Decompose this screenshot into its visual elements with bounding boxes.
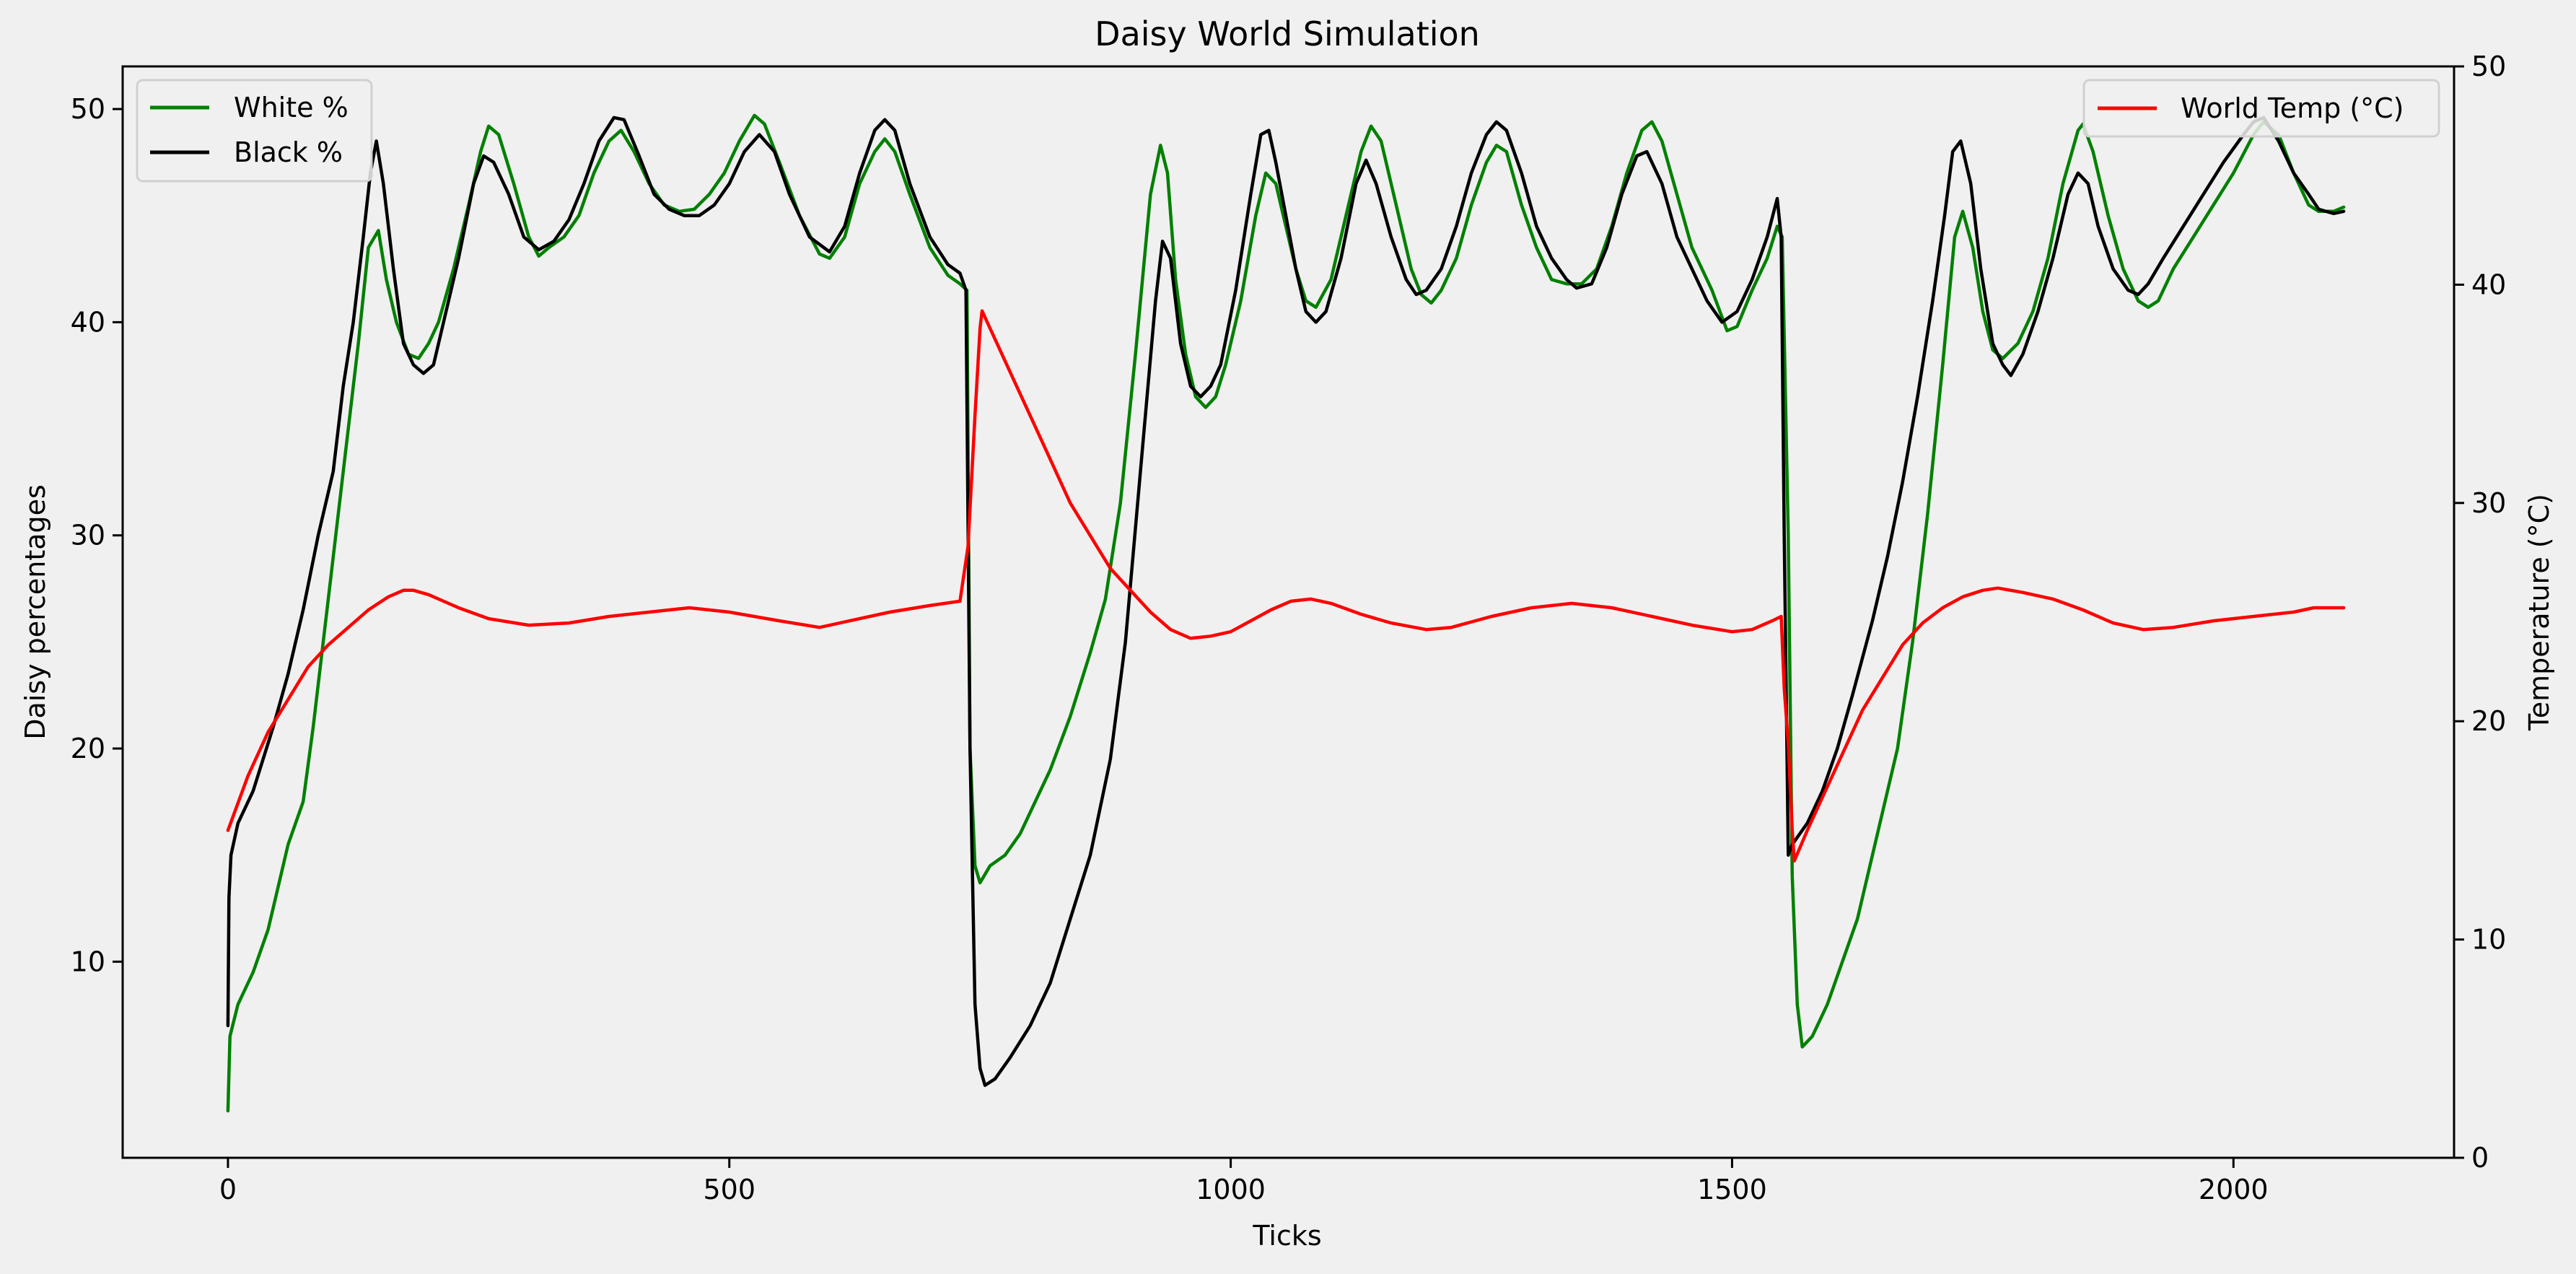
plot-frame (121, 65, 2455, 1159)
legend-label-white: White % (234, 92, 349, 123)
series-line-temperature (226, 309, 2346, 863)
legend-label-black: Black % (234, 136, 343, 168)
legend-right: World Temp (°C) (2082, 79, 2440, 138)
y-tick-label-left: 10 (71, 946, 105, 977)
y-axis-left: 10 20 30 40 50 (71, 93, 123, 977)
y-tick-label-left: 50 (71, 93, 105, 125)
x-axis-label: Ticks (1252, 1220, 1321, 1252)
x-tick-label: 1000 (1196, 1174, 1266, 1205)
y-tick-label-right: 10 (2471, 924, 2506, 956)
y-tick-label-right: 0 (2471, 1142, 2489, 1174)
y-tick-label-left: 40 (71, 306, 105, 338)
y-tick-label-left: 30 (71, 520, 105, 551)
x-tick-label: 0 (219, 1174, 237, 1205)
legend-left: White % Black % (136, 79, 373, 183)
y-tick-label-left: 20 (71, 733, 105, 764)
series-line-black (226, 115, 2346, 1087)
series-line-white (226, 113, 2346, 1113)
legend-right-box (2082, 79, 2440, 138)
legend-label-temp: World Temp (°C) (2181, 92, 2404, 124)
y-tick-label-right: 50 (2471, 51, 2506, 82)
x-tick-label: 2000 (2199, 1174, 2269, 1205)
x-tick-label: 500 (703, 1174, 755, 1205)
plot-area (226, 113, 2346, 1113)
legend-left-box (136, 79, 373, 183)
y-tick-label-right: 40 (2471, 269, 2506, 300)
x-axis: 0 500 1000 1500 2000 (219, 1158, 2269, 1205)
y-axis-label-left: Daisy percentages (19, 484, 51, 740)
y-tick-label-right: 30 (2471, 487, 2506, 519)
y-axis-label-right: Temperature (°C) (2523, 494, 2555, 731)
y-tick-label-right: 20 (2471, 705, 2506, 737)
x-tick-label: 1500 (1697, 1174, 1767, 1205)
chart-title: Daisy World Simulation (1095, 14, 1480, 53)
y-axis-right: 0 10 20 30 40 50 (2454, 51, 2506, 1174)
